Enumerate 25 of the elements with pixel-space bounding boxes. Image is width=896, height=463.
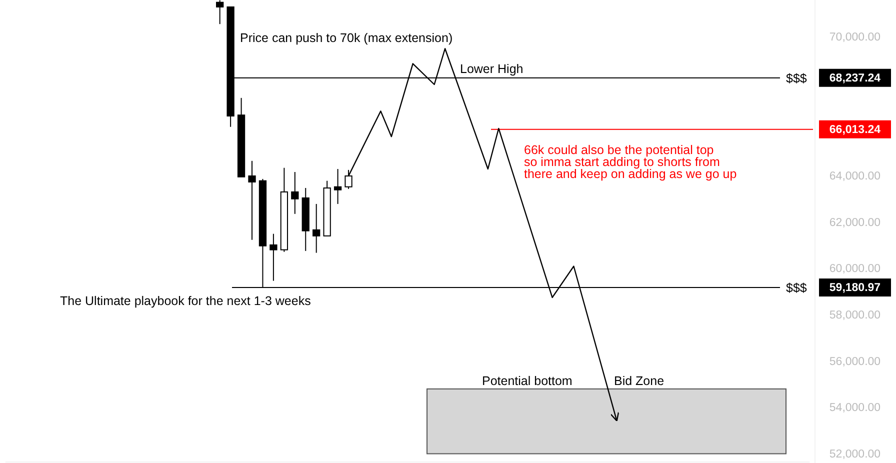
candlestick	[312, 203, 320, 254]
annotation: The Ultimate playbook for the next 1-3 weeks	[60, 294, 311, 308]
annotation: 66k could also be the potential top so imma start adding to shorts from there and keep on adding as we go up	[524, 143, 737, 181]
annotation: Potential bottom	[482, 374, 572, 388]
ref-line-label: $$$	[786, 71, 807, 86]
y-tick-label: 54,000.00	[829, 402, 881, 414]
candlestick	[270, 233, 278, 282]
candlestick	[216, 0, 224, 25]
y-tick-label: 62,000.00	[829, 216, 881, 229]
candlestick	[334, 168, 342, 204]
y-tick-label: 60,000.00	[829, 263, 881, 276]
ref-line-label: $$$	[786, 281, 807, 295]
y-tick-label: 70,000.00	[829, 32, 881, 44]
y-tick-label: 52,000.00	[829, 448, 881, 460]
band-label: Bid Zone	[614, 374, 664, 388]
y-tick-label: 59,180.97	[829, 282, 881, 294]
candlestick	[248, 160, 256, 240]
y-tick-label: 68,237.24	[829, 72, 882, 85]
y-tick-label: 58,000.00	[829, 310, 881, 322]
annotation: Price can push to 70k (max extension)	[240, 31, 453, 45]
y-tick-label: 56,000.00	[829, 356, 881, 368]
candlestick	[291, 172, 299, 214]
annotation: Lower High	[460, 62, 524, 76]
y-tick-label: 64,000.00	[829, 170, 881, 183]
y-tick-label: 66,013.24	[829, 124, 882, 136]
